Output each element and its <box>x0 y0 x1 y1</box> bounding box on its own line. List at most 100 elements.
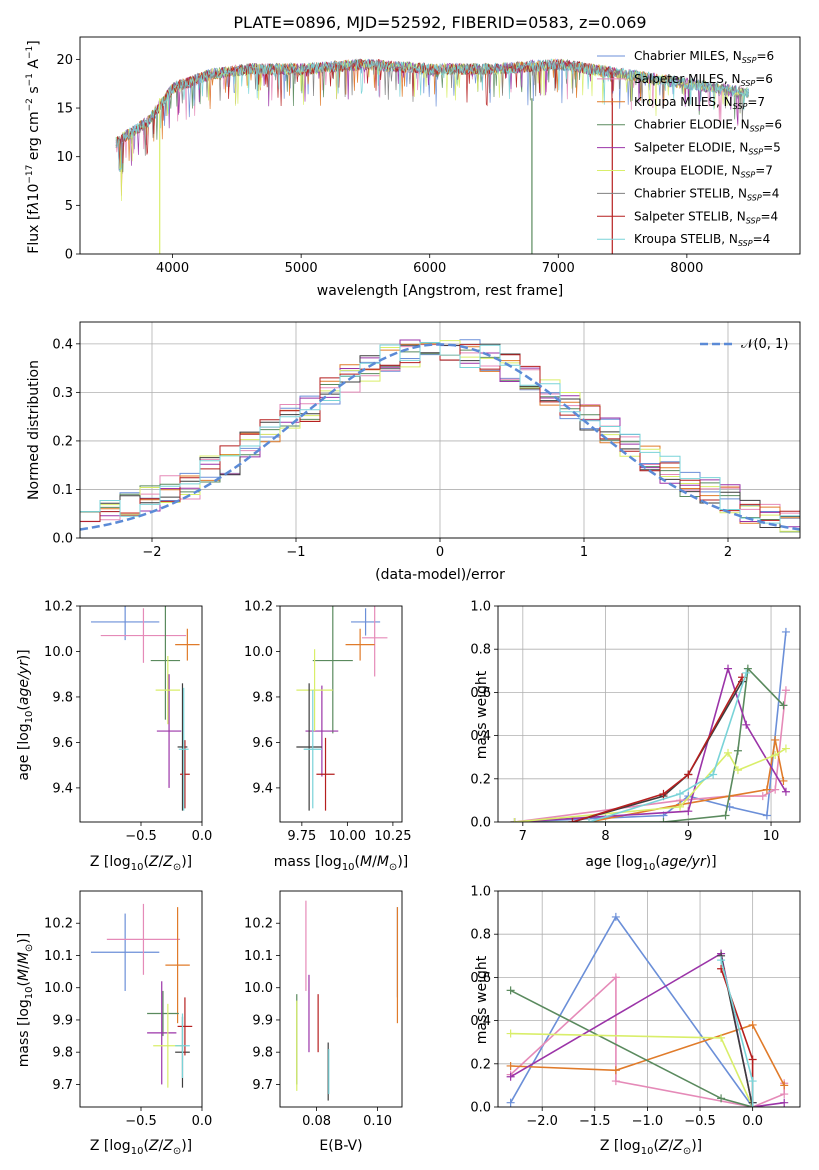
y-tick-label: 0 <box>65 248 73 263</box>
axes-frame <box>497 605 801 823</box>
weight-vs-age-ylabel: mass weight <box>474 670 490 759</box>
normal-curve <box>80 343 800 531</box>
weight-point <box>684 807 693 816</box>
histogram-panel: (data-model)/error Normed distribution −… <box>26 321 801 583</box>
age-vs-mass-xlabel: mass [log10(M/M⊙)] <box>274 854 409 873</box>
weight-series-line <box>514 666 785 822</box>
weight-point <box>733 766 742 775</box>
y-tick-label: 10 <box>56 150 73 165</box>
plot-area <box>296 606 388 811</box>
y-tick-label: 0.0 <box>52 532 73 547</box>
spectrum-line <box>115 58 749 173</box>
x-tick-label: −0.5 <box>125 1114 157 1129</box>
age-vs-Z-ylabel: age [log10(age/yr)] <box>16 649 35 780</box>
x-tick-label: −1.0 <box>632 1114 664 1129</box>
weight-point <box>724 664 733 673</box>
y-tick-label: 1.0 <box>470 885 491 900</box>
y-tick-label: 0.4 <box>470 729 491 744</box>
weight-point <box>611 912 620 921</box>
y-tick-label: 10.0 <box>44 645 73 660</box>
weight-vs-Z-panel: Z [log10(Z/Z⊙)] mass weight −2.0 −1.5 −1.0… <box>470 885 801 1157</box>
y-tick-label: 9.8 <box>252 690 273 705</box>
weight-point <box>717 1033 726 1042</box>
weight-point <box>762 811 771 820</box>
y-tick-label: 9.4 <box>252 781 273 796</box>
weight-series-line <box>588 672 747 822</box>
y-tick-label: 0.3 <box>52 386 73 401</box>
weight-point <box>676 789 685 798</box>
y-tick-label: 10.1 <box>244 949 273 964</box>
x-tick-label: −0.5 <box>125 829 157 844</box>
legend-label: Kroupa ELODIE, NSSP=7 <box>634 164 773 180</box>
y-tick-label: 0.2 <box>52 434 73 449</box>
y-tick-label: 20 <box>56 53 73 68</box>
legend-label: Chabrier STELIB, NSSP=4 <box>634 186 779 202</box>
weight-point <box>684 770 693 779</box>
x-tick-label: 9.75 <box>287 829 316 844</box>
x-tick-label: 7 <box>519 829 527 844</box>
y-tick-label: 10.2 <box>44 600 73 615</box>
weight-point <box>780 1090 789 1099</box>
plot-area <box>80 339 800 538</box>
weight-point <box>779 776 788 785</box>
weight-point <box>676 802 685 811</box>
weight-point <box>506 986 515 995</box>
x-tick-label: 4000 <box>156 261 189 276</box>
x-tick-label: 10.25 <box>374 829 411 844</box>
weight-series-line <box>514 631 787 822</box>
mass-vs-ebv-panel: E(B-V) 0.08 0.10 9.7 9.8 9.9 10.0 10.1 10.2 <box>244 890 403 1154</box>
axes-frame <box>79 321 801 539</box>
weight-point <box>611 1077 620 1086</box>
y-tick-label: 9.8 <box>52 690 73 705</box>
y-tick-label: 0.8 <box>470 643 491 658</box>
plot-area <box>90 606 200 811</box>
y-tick-label: 9.9 <box>252 1013 273 1028</box>
weight-point <box>762 785 771 794</box>
weight-point <box>771 735 780 744</box>
axes-frame <box>279 605 403 823</box>
weight-point <box>717 1094 726 1103</box>
legend-label: 𝒩(0, 1) <box>741 337 788 352</box>
weight-point <box>709 770 718 779</box>
histogram-xlabel: (data-model)/error <box>375 567 505 583</box>
age-vs-mass-panel: mass [log10(M/M⊙)] 9.75 10.00 10.25 9.4 9.6 9… <box>244 600 411 874</box>
legend-label: Salpeter MILES, NSSP=6 <box>634 72 773 88</box>
x-tick-label: −2 <box>142 545 161 560</box>
y-tick-label: 9.7 <box>52 1078 73 1093</box>
weight-point <box>659 818 668 822</box>
weight-point <box>781 686 790 695</box>
x-tick-label: 10.00 <box>329 829 366 844</box>
legend-label: Chabrier ELODIE, NSSP=6 <box>634 118 782 134</box>
age-vs-Z-xlabel: Z [log10(Z/Z⊙)] <box>90 854 192 873</box>
y-tick-label: 9.4 <box>52 781 73 796</box>
weight-point <box>659 789 668 798</box>
y-tick-label: 0.1 <box>52 483 73 498</box>
y-tick-label: 0.6 <box>470 686 491 701</box>
weight-point <box>506 1061 515 1070</box>
weight-point <box>721 811 730 820</box>
x-tick-label: 9 <box>684 829 692 844</box>
x-tick-label: −1 <box>286 545 305 560</box>
y-tick-label: 9.6 <box>52 736 73 751</box>
spectrum-xlabel: wavelength [Angstrom, rest frame] <box>317 283 563 299</box>
axes-frame <box>79 36 801 255</box>
y-tick-label: 5 <box>65 199 73 214</box>
y-tick-label: 0.4 <box>470 1014 491 1029</box>
weight-series-line <box>572 676 743 822</box>
weight-point <box>748 1020 757 1029</box>
x-tick-label: 0.0 <box>192 829 213 844</box>
y-tick-label: 9.6 <box>252 736 273 751</box>
weight-point <box>506 1098 515 1107</box>
weight-series-line <box>514 747 787 822</box>
x-tick-label: 2 <box>724 545 732 560</box>
y-tick-label: 9.7 <box>252 1078 273 1093</box>
weight-series-line <box>510 1023 785 1086</box>
x-tick-label: −2.0 <box>526 1114 558 1129</box>
weight-point <box>781 787 790 796</box>
spectrum-line <box>115 58 617 169</box>
weight-point <box>506 1029 515 1038</box>
x-tick-label: 10 <box>763 829 780 844</box>
y-tick-label: 0.4 <box>52 337 73 352</box>
y-tick-label: 9.8 <box>252 1046 273 1061</box>
